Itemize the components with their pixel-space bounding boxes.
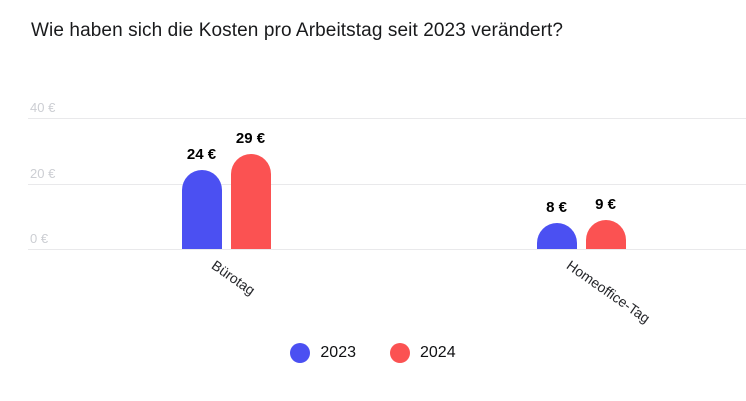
x-category-label-Homeoffice-Tag: Homeoffice-Tag: [563, 257, 654, 327]
y-tick-label: 40 €: [30, 100, 56, 115]
y-tick-label: 20 €: [30, 165, 56, 181]
gridline-y40: [28, 118, 746, 119]
legend-label: 2023: [320, 344, 356, 361]
gridline-y0: [28, 249, 746, 250]
legend-swatch-circle-icon: [390, 343, 410, 363]
bar-2024-Bürotag: [230, 154, 271, 249]
value-label-2023-Homeoffice-Tag: 8 €: [546, 198, 567, 216]
legend-item-2023[interactable]: 2023: [290, 343, 356, 363]
value-label-2023-Bürotag: 24 €: [186, 146, 217, 164]
gridline-y20: [28, 183, 746, 185]
bar-2023-Homeoffice-Tag: [536, 222, 577, 249]
legend-swatch-circle-icon: [290, 343, 311, 363]
legend-label: 2024: [420, 344, 456, 361]
y-tick-label: 0 €: [30, 231, 49, 246]
chart-legend: 2023 2024: [0, 343, 746, 363]
value-label-2024-Homeoffice-Tag: 9 €: [595, 195, 616, 213]
bar-2023-Bürotag: [181, 170, 222, 249]
value-label-2024-Bürotag: 29 €: [235, 130, 266, 148]
x-category-label-Bürotag: Bürotag: [208, 257, 259, 299]
bar-2024-Homeoffice-Tag: [585, 219, 626, 249]
chart-title: Wie haben sich die Kosten pro Arbeitstag…: [31, 20, 564, 41]
legend-item-2024[interactable]: 2024: [390, 343, 456, 363]
